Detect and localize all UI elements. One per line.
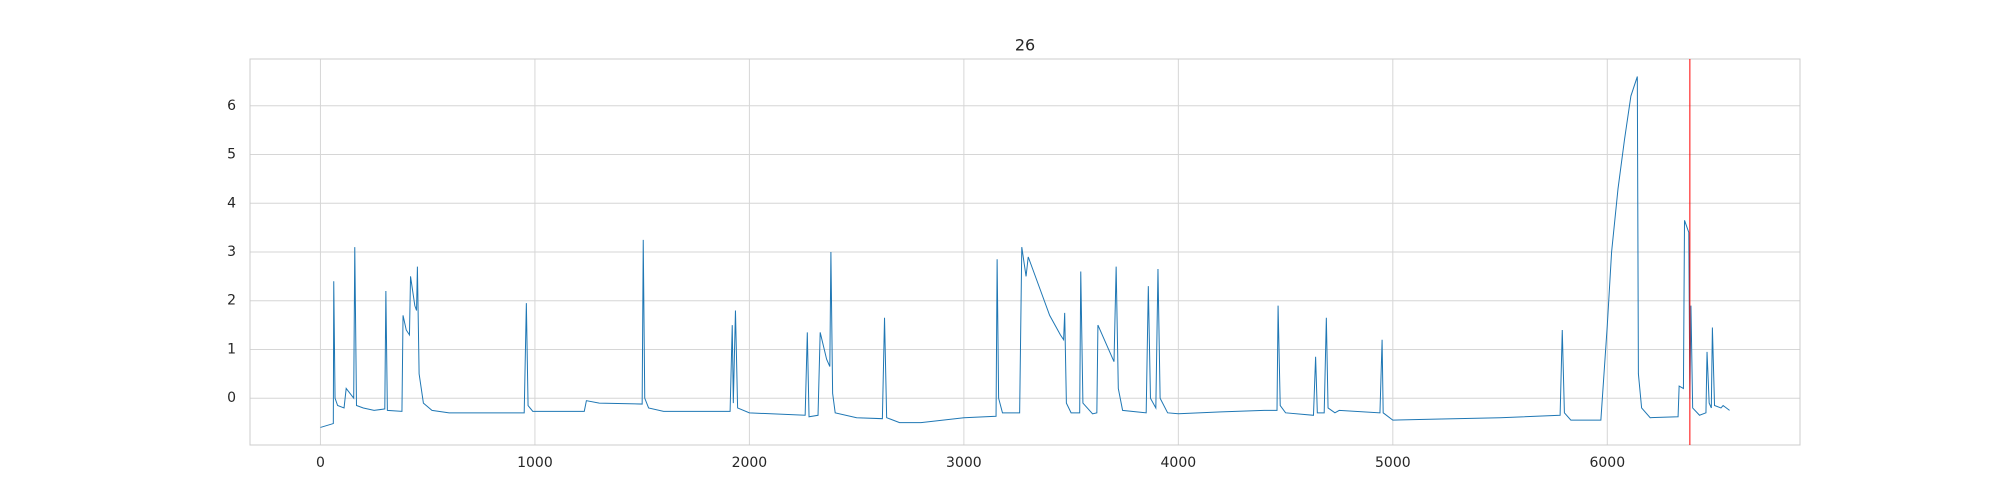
x-tick-label: 2000 bbox=[732, 455, 768, 471]
y-tick-label: 1 bbox=[227, 341, 236, 357]
x-tick-label: 5000 bbox=[1375, 455, 1411, 471]
y-tick-label: 5 bbox=[227, 147, 236, 163]
y-tick-label: 6 bbox=[227, 98, 236, 114]
chart-title: 26 bbox=[1015, 36, 1035, 55]
x-tick-label: 3000 bbox=[946, 455, 982, 471]
x-tick-label: 0 bbox=[316, 455, 325, 471]
plot-frame bbox=[249, 58, 1801, 446]
x-tick-label: 4000 bbox=[1161, 455, 1197, 471]
data-line bbox=[320, 76, 1730, 428]
y-tick-label: 0 bbox=[227, 390, 236, 406]
x-tick-label: 6000 bbox=[1589, 455, 1625, 471]
y-tick-label: 4 bbox=[227, 195, 236, 211]
x-tick-label: 1000 bbox=[517, 455, 553, 471]
y-tick-label: 3 bbox=[227, 244, 236, 260]
y-tick-label: 2 bbox=[227, 293, 236, 309]
